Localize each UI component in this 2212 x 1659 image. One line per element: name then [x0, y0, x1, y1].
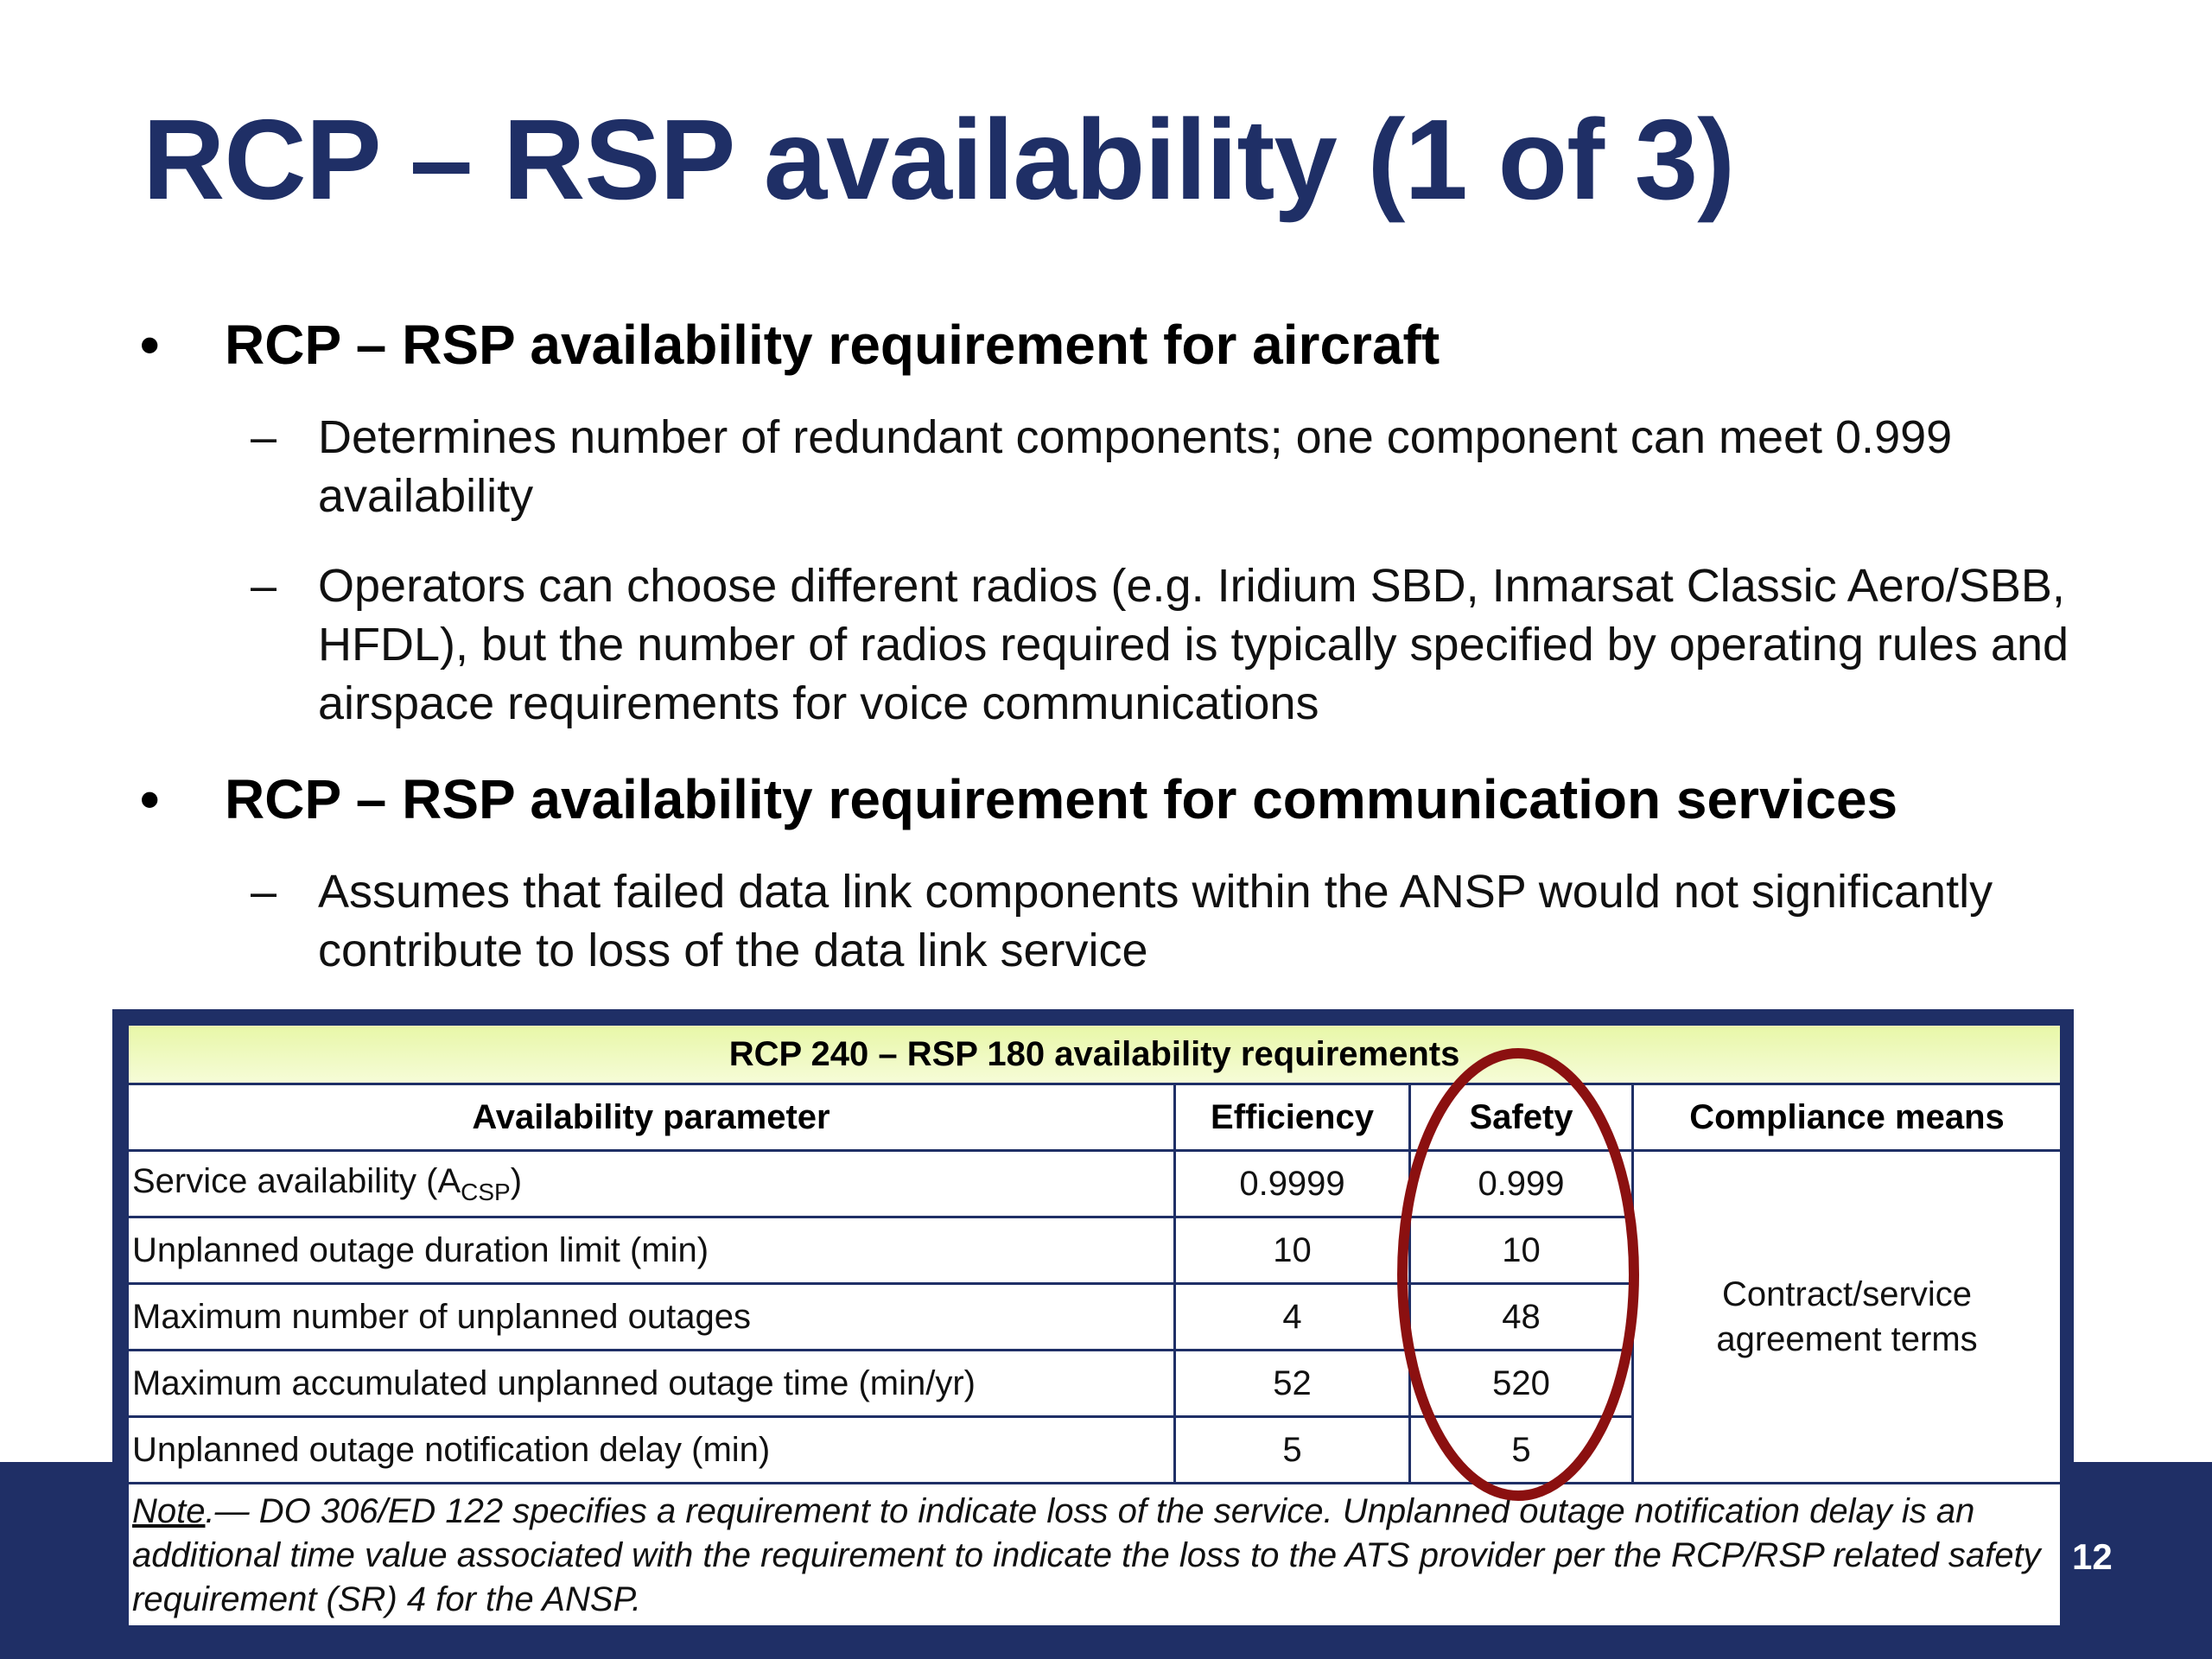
availability-table: RCP 240 – RSP 180 availability requireme… [126, 1023, 2063, 1628]
parameter-cell: Maximum accumulated unplanned outage tim… [126, 1349, 1176, 1418]
safety-cell: 520 [1408, 1349, 1634, 1418]
slide-title: RCP – RSP availability (1 of 3) [143, 96, 1735, 223]
sub-bullet-text: Operators can choose different radios (e… [318, 560, 2069, 729]
parameter-text: Service availability (A [132, 1161, 461, 1200]
table-caption: RCP 240 – RSP 180 availability requireme… [126, 1023, 2063, 1085]
header-compliance-means: Compliance means [1631, 1083, 2063, 1152]
compliance-means-cell: Contract/service agreement terms [1631, 1149, 2063, 1484]
sub-bullet-text: Assumes that failed data link components… [318, 866, 1993, 976]
note-text: .— DO 306/ED 122 specifies a requirement… [132, 1492, 2041, 1618]
table-caption-row: RCP 240 – RSP 180 availability requireme… [126, 1023, 2063, 1085]
efficiency-cell: 10 [1173, 1216, 1411, 1285]
safety-cell: 5 [1408, 1415, 1634, 1484]
parameter-tail: ) [510, 1161, 523, 1200]
bullet-text: RCP – RSP availability requirement for a… [225, 314, 1440, 376]
efficiency-cell: 4 [1173, 1282, 1411, 1351]
parameter-subscript: CSP [461, 1178, 511, 1205]
efficiency-cell: 5 [1173, 1415, 1411, 1484]
page-number: 12 [2072, 1536, 2113, 1577]
bullet-marker: • [140, 768, 160, 830]
dash-marker: – [251, 560, 277, 612]
safety-cell: 10 [1408, 1216, 1634, 1285]
parameter-cell: Service availability (ACSP) [126, 1149, 1176, 1218]
table-row: Unplanned outage notification delay (min… [126, 1415, 2062, 1484]
parameter-cell: Unplanned outage notification delay (min… [126, 1415, 1176, 1484]
safety-cell: 0.999 [1408, 1149, 1634, 1218]
bullet-text: RCP – RSP availability requirement for c… [225, 768, 1898, 830]
sub-bullet-text: Determines number of redundant component… [318, 411, 1953, 522]
header-safety: Safety [1408, 1083, 1634, 1152]
dash-marker: – [251, 866, 277, 918]
parameter-cell: Unplanned outage duration limit (min) [126, 1216, 1176, 1285]
bullet-marker: • [140, 314, 160, 376]
table-header-row: Availability parameter Efficiency Safety… [126, 1083, 2063, 1152]
table-row: Service availability (ACSP) 0.9999 0.999… [126, 1149, 2063, 1484]
efficiency-cell: 0.9999 [1173, 1149, 1411, 1218]
header-efficiency: Efficiency [1173, 1083, 1411, 1152]
safety-cell: 48 [1408, 1282, 1634, 1351]
parameter-cell: Maximum number of unplanned outages [126, 1282, 1176, 1351]
note-label: Note [132, 1492, 206, 1530]
header-availability-parameter: Availability parameter [126, 1083, 1176, 1152]
table-note: Note.— DO 306/ED 122 specifies a require… [126, 1482, 2063, 1628]
dash-marker: – [251, 411, 277, 463]
efficiency-cell: 52 [1173, 1349, 1411, 1418]
table-note-row: Note.— DO 306/ED 122 specifies a require… [126, 1482, 2063, 1628]
